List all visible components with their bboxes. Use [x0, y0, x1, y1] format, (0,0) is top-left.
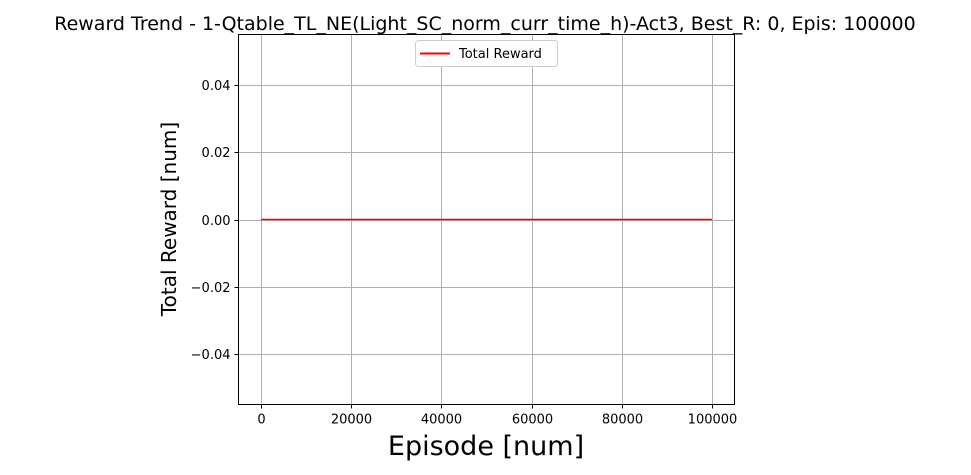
y-tick-label: −0.02	[191, 281, 231, 296]
plot-frame	[238, 34, 735, 405]
x-tick-label: 60000	[512, 413, 553, 428]
x-tick-label: 0	[257, 413, 265, 428]
y-tick-label: 0.02	[202, 146, 231, 161]
x-tick-label: 100000	[688, 413, 738, 428]
x-tick-label: 80000	[602, 413, 643, 428]
legend: Total Reward	[415, 40, 558, 67]
y-axis-label: Total Reward [num]	[157, 122, 181, 317]
x-tick-label: 40000	[421, 413, 462, 428]
chart-title: Reward Trend - 1-Qtable_TL_NE(Light_SC_n…	[54, 13, 916, 35]
y-tick-label: −0.04	[191, 348, 231, 363]
y-axis-ticks: −0.04 −0.02 0.00 0.02 0.04	[191, 79, 239, 363]
x-axis-label: Episode [num]	[388, 431, 584, 462]
x-tick-label: 20000	[331, 413, 372, 428]
x-axis-ticks: 0 20000 40000 60000 80000 100000	[257, 404, 738, 428]
legend-label-total-reward: Total Reward	[458, 47, 542, 62]
legend-box	[415, 40, 558, 67]
y-tick-label: 0.04	[202, 79, 231, 94]
y-tick-label: 0.00	[202, 214, 231, 229]
